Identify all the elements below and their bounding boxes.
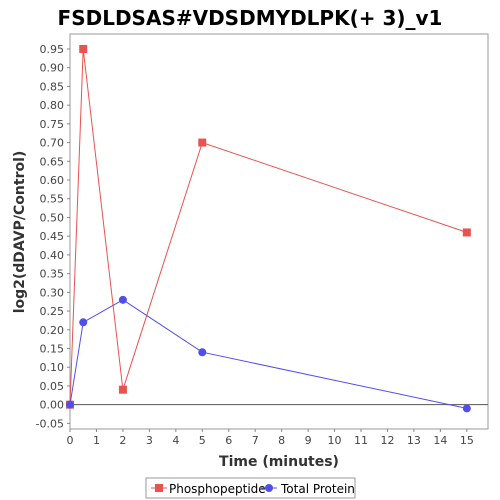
legend-marker-total-protein bbox=[265, 484, 273, 492]
x-tick-label: 14 bbox=[433, 434, 447, 447]
legend-item-total-protein: Total Protein bbox=[261, 482, 355, 496]
x-tick-label: 1 bbox=[93, 434, 100, 447]
y-tick-label: 0.90 bbox=[40, 62, 65, 75]
x-tick-label: 8 bbox=[278, 434, 285, 447]
legend-label-total-protein: Total Protein bbox=[280, 482, 355, 496]
y-tick-label: 0.75 bbox=[40, 118, 65, 131]
y-tick-label: 0.65 bbox=[40, 155, 65, 168]
x-tick-label: 3 bbox=[146, 434, 153, 447]
y-axis-title: log2(dDAVP/Control) bbox=[12, 151, 28, 314]
data-point-total-protein bbox=[79, 318, 88, 327]
legend: Phosphopeptide Total Protein bbox=[145, 477, 356, 499]
x-tick-label: 5 bbox=[199, 434, 206, 447]
x-tick-label: 10 bbox=[328, 434, 342, 447]
y-tick-label: 0.95 bbox=[40, 43, 65, 56]
x-tick-label: 6 bbox=[225, 434, 232, 447]
y-tick-label: 0.55 bbox=[40, 193, 65, 206]
y-tick-label: 0.50 bbox=[40, 211, 65, 224]
y-tick-label: 0.25 bbox=[40, 305, 65, 318]
data-point-total-protein bbox=[66, 400, 74, 409]
x-tick-label: 11 bbox=[354, 434, 368, 447]
data-point-total-protein bbox=[198, 348, 207, 357]
legend-item-phosphopeptide: Phosphopeptide bbox=[151, 482, 266, 496]
x-tick-label: 0 bbox=[67, 434, 74, 447]
chart-title: FSDLDSAS#VDSDMYDLPK(+ 3)_v1 bbox=[58, 6, 443, 30]
data-point-total-protein bbox=[118, 295, 127, 304]
data-point-phosphopeptide bbox=[118, 385, 127, 394]
y-tick-label: 0.80 bbox=[40, 99, 65, 112]
y-tick-label: -0.05 bbox=[36, 417, 64, 430]
y-tick-label: 0.05 bbox=[40, 380, 65, 393]
x-tick-label: 12 bbox=[380, 434, 394, 447]
data-point-phosphopeptide bbox=[79, 44, 88, 53]
y-tick-label: 0.30 bbox=[40, 286, 65, 299]
x-axis-title: Time (minutes) bbox=[219, 454, 339, 470]
legend-label-phosphopeptide: Phosphopeptide bbox=[169, 482, 266, 496]
y-tick-label: 0.60 bbox=[40, 174, 65, 187]
x-tick-label: 9 bbox=[305, 434, 312, 447]
y-tick-label: 0.10 bbox=[40, 361, 65, 374]
plot-area bbox=[69, 33, 489, 430]
y-tick-label: 0.85 bbox=[40, 80, 65, 93]
legend-box bbox=[145, 477, 356, 499]
x-tick-label: 4 bbox=[172, 434, 179, 447]
x-tick-label: 15 bbox=[460, 434, 474, 447]
y-tick-label: 0.35 bbox=[40, 268, 65, 281]
y-axis: -0.05 0.00 0.05 0.10 0.15 0.20 0.25 0.30 0.35 0.4… bbox=[36, 43, 70, 430]
legend-marker-phosphopeptide bbox=[155, 484, 163, 492]
x-tick-label: 2 bbox=[119, 434, 126, 447]
y-tick-label: 0.00 bbox=[40, 399, 65, 412]
y-tick-label: 0.70 bbox=[40, 137, 65, 150]
y-tick-label: 0.45 bbox=[40, 230, 65, 243]
x-tick-label: 13 bbox=[407, 434, 421, 447]
x-tick-label: 7 bbox=[252, 434, 259, 447]
x-axis: 0 1 2 3 4 5 6 7 8 9 10 11 12 13 14 15 bbox=[67, 429, 474, 447]
data-point-total-protein bbox=[462, 404, 471, 413]
y-tick-label: 0.20 bbox=[40, 324, 65, 337]
y-tick-label: 0.40 bbox=[40, 249, 65, 262]
data-point-phosphopeptide bbox=[462, 228, 471, 237]
series-layer bbox=[66, 44, 471, 413]
y-tick-label: 0.15 bbox=[40, 343, 65, 356]
data-point-phosphopeptide bbox=[198, 138, 207, 147]
